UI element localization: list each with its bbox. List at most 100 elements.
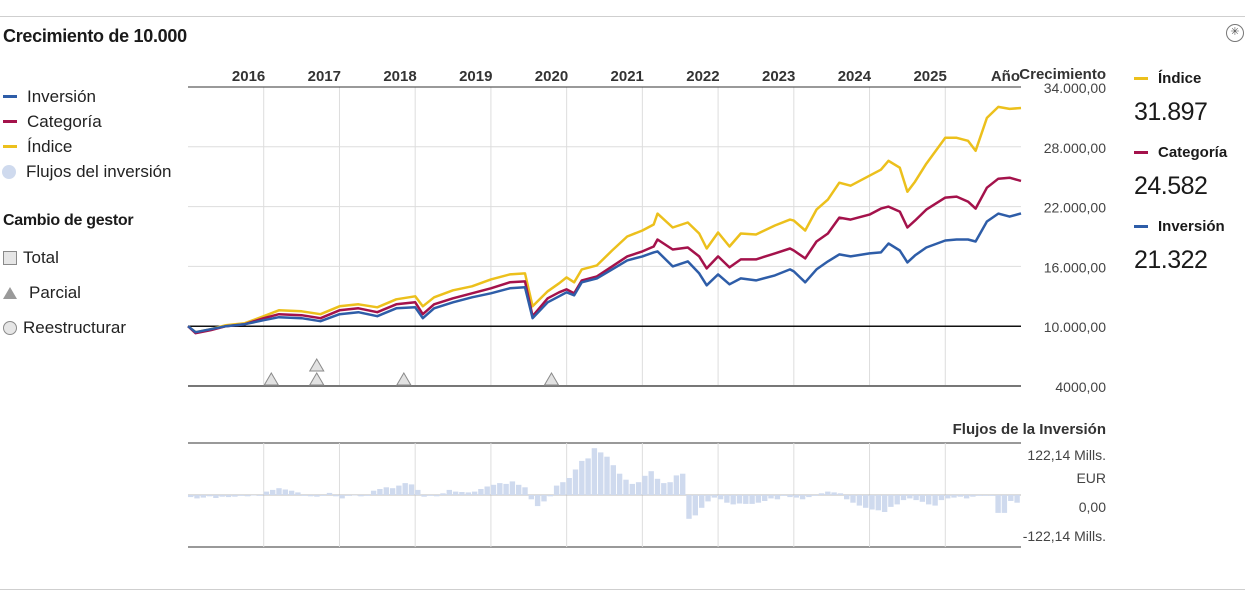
y-tick-label: 28.000,00 xyxy=(1044,140,1106,156)
flow-bar xyxy=(446,489,452,495)
flow-bar xyxy=(377,489,383,495)
legend-swatch-flujos xyxy=(2,164,16,179)
legend-label: Índice xyxy=(27,136,73,156)
legend-item-flujos[interactable]: Flujos del inversión xyxy=(2,159,172,184)
flow-bar xyxy=(762,495,768,501)
flow-bar xyxy=(654,478,661,495)
x-tick-label: 2017 xyxy=(308,68,341,85)
legend-label: Inversión xyxy=(27,86,96,106)
flow-bar xyxy=(547,495,553,497)
flow-bar xyxy=(434,495,440,497)
flow-bar xyxy=(686,495,692,519)
y-axis-title: Crecimiento xyxy=(1019,66,1106,83)
flow-bar xyxy=(907,495,913,499)
flow-bar xyxy=(648,471,654,495)
flow-bar xyxy=(232,495,238,497)
flow-bar xyxy=(339,495,345,499)
flow-bar xyxy=(963,495,970,499)
flow-bar xyxy=(553,485,560,495)
series-line-inversión xyxy=(187,212,1022,334)
flow-bar xyxy=(881,495,888,512)
summary-label: Inversión xyxy=(1158,217,1225,235)
flow-bar xyxy=(370,490,377,495)
flow-bar xyxy=(982,495,989,496)
legend-item-categoria[interactable]: Categoría xyxy=(3,109,172,134)
flow-bar xyxy=(534,495,541,507)
gear-icon[interactable]: ✳ xyxy=(1226,24,1244,42)
flow-bar xyxy=(528,495,534,500)
flow-bar xyxy=(200,495,206,498)
flow-bar xyxy=(1014,495,1020,503)
flow-bar xyxy=(642,475,648,495)
y-tick-label: 22.000,00 xyxy=(1044,200,1106,216)
flow-bar xyxy=(541,495,547,502)
flows-y-tick-label: -122,14 Mills. xyxy=(1023,528,1106,544)
flow-bar xyxy=(604,456,610,495)
legend-item-inversion[interactable]: Inversión xyxy=(3,84,172,109)
x-tick-label: 2016 xyxy=(232,68,265,85)
square-icon xyxy=(3,250,17,265)
legend-swatch-categoria xyxy=(3,120,17,123)
manager-change-marker xyxy=(308,358,325,372)
flow-bar xyxy=(402,483,408,495)
flow-bar xyxy=(951,495,957,498)
flow-bar xyxy=(768,495,774,499)
x-tick-label: 2025 xyxy=(913,68,946,85)
summary-panel: Índice 31.897 Categoría 24.582 Inversión… xyxy=(1134,66,1244,288)
flow-bar xyxy=(932,495,938,506)
flow-bar xyxy=(503,483,509,495)
flow-bar xyxy=(623,479,629,495)
flow-bar xyxy=(888,495,894,507)
flow-bar xyxy=(516,484,522,495)
summary-inversion: Inversión 21.322 xyxy=(1134,214,1244,282)
flow-bar xyxy=(484,486,490,495)
flows-y-tick-label: 122,14 Mills. xyxy=(1027,447,1106,463)
flow-bar xyxy=(730,495,736,505)
flow-bar xyxy=(736,495,743,504)
flow-bar xyxy=(263,491,270,495)
flow-bar xyxy=(755,495,762,503)
manager-label: Total xyxy=(23,247,59,267)
flow-bar xyxy=(566,478,572,495)
manager-change-marker xyxy=(308,372,325,386)
flow-bar xyxy=(389,488,396,495)
manager-change-marker xyxy=(543,372,560,386)
flow-bar xyxy=(396,485,402,495)
flow-bar xyxy=(288,490,295,495)
flow-bar xyxy=(352,495,358,496)
page-title: Crecimiento de 10.000 xyxy=(3,26,187,46)
manager-change-marker xyxy=(395,372,412,386)
flow-bar xyxy=(787,495,793,498)
summary-value: 31.897 xyxy=(1134,98,1208,126)
summary-label: Índice xyxy=(1158,69,1202,87)
flow-bar xyxy=(724,495,730,503)
flow-bar xyxy=(522,487,528,495)
manager-change-title: Cambio de gestor xyxy=(3,212,134,229)
flow-bar xyxy=(345,495,352,496)
flow-bar xyxy=(711,495,717,498)
flow-bar xyxy=(913,495,919,501)
legend-swatch-indice xyxy=(3,145,17,148)
flow-bar xyxy=(383,487,389,495)
flow-bar xyxy=(219,495,225,497)
flow-bar xyxy=(333,495,339,497)
flow-bar xyxy=(1008,495,1014,501)
flow-bar xyxy=(957,495,963,497)
flow-bar xyxy=(699,495,705,508)
flow-bar xyxy=(427,495,434,496)
flow-bar xyxy=(213,495,219,498)
flow-bar xyxy=(295,492,301,495)
flow-bar xyxy=(945,495,951,499)
flow-bar xyxy=(970,495,976,497)
summary-value: 24.582 xyxy=(1134,172,1208,200)
manager-item-total: Total xyxy=(3,240,126,275)
flow-bar xyxy=(490,484,497,495)
legend-item-indice[interactable]: Índice xyxy=(3,134,172,159)
legend-swatch-inversion xyxy=(3,95,17,98)
flow-bar xyxy=(478,489,484,495)
flow-bar xyxy=(661,483,667,495)
flow-bar xyxy=(831,492,837,495)
flow-bar xyxy=(465,492,471,495)
flow-bar xyxy=(938,495,945,501)
